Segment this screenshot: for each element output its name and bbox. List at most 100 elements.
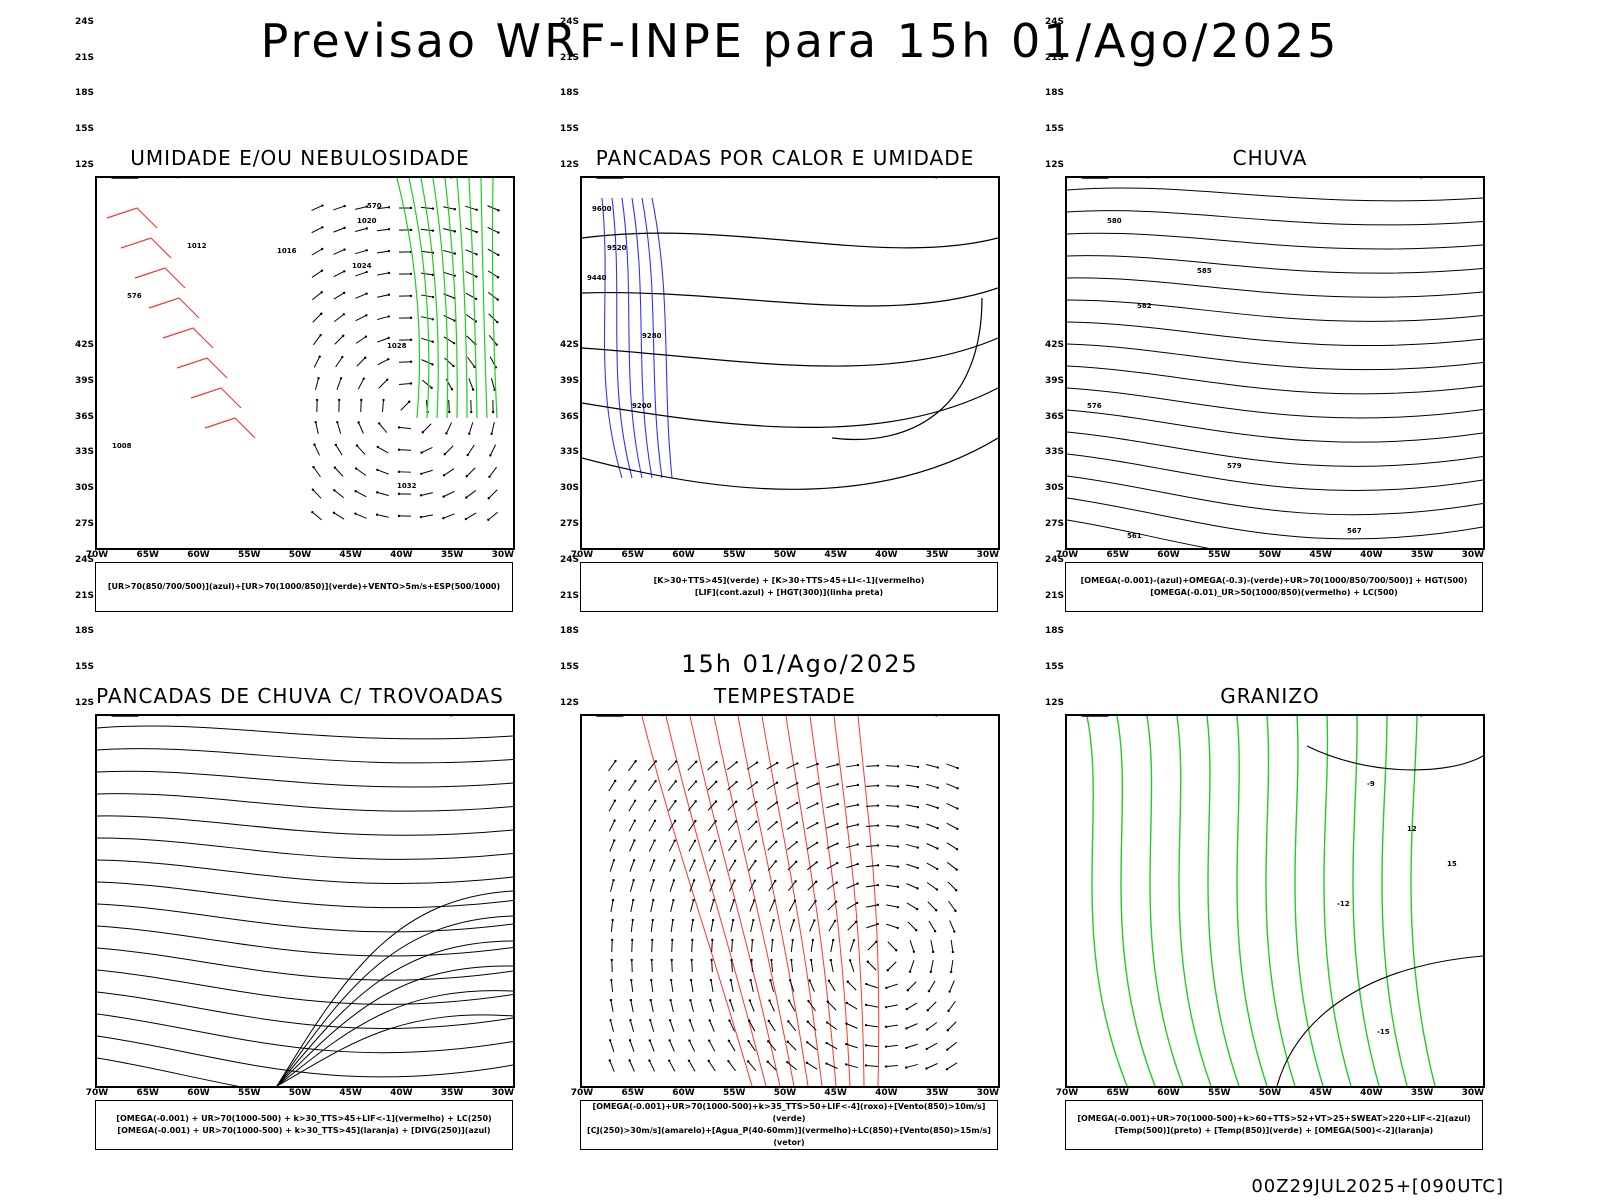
lon-tick-label: 45W — [824, 1088, 847, 1098]
lat-tick-label: 24S — [559, 554, 579, 565]
lon-tick-label: 40W — [1360, 1088, 1383, 1098]
contour-label: 9600 — [592, 205, 612, 213]
lat-tick-label: 12S — [559, 160, 579, 171]
lat-tick-label: 27S — [1044, 519, 1064, 530]
lon-tick-label: 50W — [1258, 1088, 1282, 1098]
contour-label: 580 — [1107, 217, 1122, 225]
lat-tick-label: 12S — [1044, 698, 1064, 709]
legend-line: [OMEGA(-0.01)_UR>50(1000/850)(vermelho) … — [1150, 588, 1398, 597]
lat-tick-label: 18S — [1044, 88, 1064, 99]
contour-label: 1020 — [357, 217, 377, 225]
lat-tick-label: 30S — [1044, 483, 1064, 494]
map-svg — [596, 716, 959, 1086]
legend-line: [LIF](cont.azul) + [HGT(300)](linha pret… — [694, 588, 884, 597]
legend-line: [UR>70(850/700/500)](azul)+[UR>70(1000/8… — [107, 582, 501, 591]
lat-tick-label: 42S — [1044, 340, 1064, 350]
map-svg: 9600 9520 9440 9280 9200 — [582, 178, 998, 490]
lon-tick-label: 40W — [390, 550, 413, 560]
lat-tick-label: 21S — [559, 52, 579, 63]
contour-label: 570 — [367, 202, 382, 210]
lon-tick-label: 60W — [672, 550, 695, 560]
lon-tick-label: 40W — [1360, 550, 1383, 560]
lat-tick-label: 18S — [559, 88, 579, 99]
lon-tick-label: 50W — [288, 1088, 312, 1098]
lat-tick-label: 12S — [1044, 160, 1064, 171]
map-frame: -12 -15 -9 12 15 — [1065, 714, 1485, 1088]
lat-tick-label: 24S — [1044, 16, 1064, 27]
lon-tick-label: 45W — [1309, 550, 1332, 560]
lat-tick-label: 30S — [559, 483, 579, 494]
legend-box: [OMEGA(-0.001)-(azul)+OMEGA(-0.3)-(verde… — [1065, 562, 1483, 612]
contour-label: -12 — [1337, 900, 1350, 908]
panel-title: PANCADAS DE CHUVA C/ TROVOADAS — [96, 684, 504, 708]
panel-tempestade: TEMPESTADE 12S 15S 18S 21S 24S 27S 30S 33S 36S 39S… — [535, 340, 1035, 1164]
panel-title: PANCADAS POR CALOR E UMIDADE — [595, 146, 975, 170]
lon-tick-label: 65W — [136, 1088, 159, 1098]
lon-tick-label: 50W — [1258, 550, 1282, 560]
legend-box: [OMEGA(-0.001) + UR>70(1000-500) + k>30_… — [95, 1100, 513, 1150]
lat-tick-label: 18S — [1044, 626, 1064, 637]
contour-label: 582 — [1137, 302, 1152, 310]
lon-tick-label: 60W — [672, 1088, 695, 1098]
panel-umidade: UMIDADE E/OU NEBULOSIDADE 1020 1016 1024 102… — [50, 17, 550, 626]
lat-tick-label: 39S — [74, 375, 94, 386]
lon-tick-label: 50W — [773, 1088, 797, 1098]
contour-label: 9520 — [607, 244, 627, 252]
contour-label: -15 — [1377, 1028, 1390, 1036]
contour-label: 576 — [1087, 402, 1102, 410]
lon-tick-label: 35W — [440, 1088, 464, 1098]
lon-tick-label: 60W — [1157, 1088, 1180, 1098]
lon-tick-label: 55W — [1207, 1088, 1231, 1098]
legend-box: [K>30+TTS>45](verde) + [K>30+TTS>45+LI<-… — [580, 562, 998, 612]
lat-tick-label: 12S — [74, 698, 94, 709]
lat-tick-label: 27S — [559, 519, 579, 530]
contour-label: 9280 — [642, 332, 662, 340]
panel-pancadas-calor: PANCADAS POR CALOR E UMIDADE 9600 9520 9440… — [535, 17, 1035, 626]
lat-tick-label: 24S — [1044, 554, 1064, 565]
map-frame — [95, 714, 515, 1088]
map-frame — [580, 714, 1000, 1088]
legend-line: [OMEGA(-0.001) + UR>70(1000-500) + k>30_… — [116, 1114, 492, 1123]
lat-tick-label: 21S — [1044, 52, 1064, 63]
footer-run-label: 00Z29JUL2025+[090UTC] — [1251, 1176, 1504, 1197]
lat-tick-label: 24S — [74, 16, 94, 27]
lon-tick-label: 35W — [925, 1088, 949, 1098]
lon-tick-label: 30W — [1461, 550, 1485, 560]
lat-tick-label: 15S — [1044, 124, 1064, 135]
lon-tick-label: 45W — [1309, 1088, 1332, 1098]
lat-tick-label: 24S — [559, 16, 579, 27]
lon-tick-label: 30W — [976, 1088, 1000, 1098]
lon-tick-label: 70W — [1055, 550, 1079, 560]
contour-label: 9200 — [632, 402, 652, 410]
lat-tick-label: 18S — [559, 626, 579, 637]
lon-tick-label: 60W — [1157, 550, 1180, 560]
contour-label: 1016 — [277, 247, 297, 255]
panel-granizo: GRANIZO -12 -15 -9 12 15 12S 15S 18S 21S 24S 27S 30S… — [1020, 340, 1520, 1164]
contour-label: 1008 — [112, 442, 132, 450]
lat-tick-label: 36S — [1044, 411, 1064, 422]
lat-tick-label: 15S — [559, 124, 579, 135]
lat-tick-label: 15S — [74, 124, 94, 135]
lon-tick-label: 30W — [1461, 1088, 1485, 1098]
lon-tick-label: 50W — [288, 550, 312, 560]
contour-label: 576 — [127, 292, 142, 300]
lon-tick-label: 55W — [237, 550, 261, 560]
lat-tick-label: 33S — [1044, 447, 1064, 458]
mid-title: 15h 01/Ago/2025 — [681, 650, 919, 678]
lon-tick-label: 65W — [1106, 550, 1129, 560]
lon-tick-label: 40W — [875, 1088, 898, 1098]
legend-box: [OMEGA(-0.001)+UR>70(1000-500)+k>60+TTS>… — [1065, 1100, 1483, 1150]
lon-tick-label: 35W — [1410, 1088, 1434, 1098]
legend-box: [OMEGA(-0.001)+UR>70(1000-500)+k>35_TTS>… — [580, 1100, 998, 1150]
lon-tick-label: 70W — [570, 1088, 594, 1098]
lon-tick-label: 65W — [621, 550, 644, 560]
lat-tick-label: 12S — [559, 698, 579, 709]
legend-line: [OMEGA(-0.001)-(azul)+OMEGA(-0.3)-(verde… — [1080, 576, 1468, 585]
lon-tick-label: 35W — [440, 550, 464, 560]
lon-tick-label: 50W — [773, 550, 797, 560]
panel-title: TEMPESTADE — [714, 684, 856, 708]
lon-tick-label: 60W — [187, 1088, 210, 1098]
map-svg: -12 -15 -9 12 15 — [1081, 716, 1483, 1086]
contour-label: 585 — [1197, 267, 1212, 275]
contour-label: -9 — [1367, 780, 1375, 788]
